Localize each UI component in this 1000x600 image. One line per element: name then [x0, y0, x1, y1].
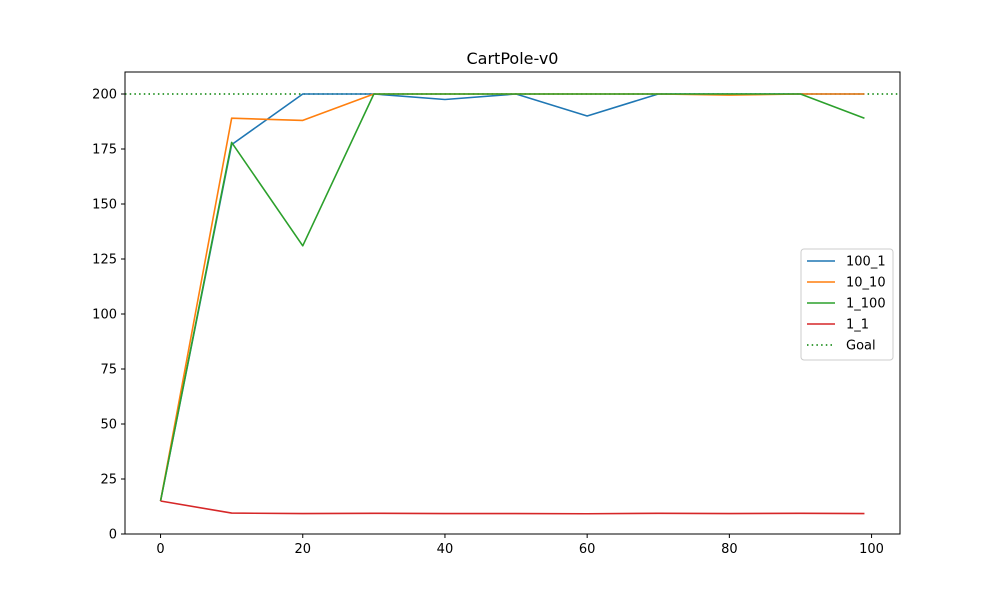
legend-label-1_100: 1_100	[846, 297, 886, 312]
y-tick-label: 75	[100, 363, 117, 378]
x-tick-label: 60	[579, 542, 596, 557]
legend-label-1_1: 1_1	[846, 318, 869, 333]
y-tick-label: 150	[92, 198, 117, 213]
y-tick-label: 25	[100, 473, 117, 488]
y-tick-label: 200	[92, 88, 117, 103]
series-line-1_100	[159, 93, 865, 502]
y-tick-label: 50	[100, 418, 117, 433]
series-line-1_1	[160, 500, 865, 515]
legend-box	[800, 248, 894, 361]
x-tick-label: 40	[437, 542, 454, 557]
series-line-10_10	[159, 93, 865, 502]
y-tick-label: 175	[92, 143, 117, 158]
x-tick-label: 20	[294, 542, 311, 557]
series-line-100_1	[159, 93, 865, 502]
x-tick-label: 100	[859, 542, 884, 557]
legend-label-Goal: Goal	[846, 339, 876, 354]
plot-area-frame	[124, 71, 901, 535]
legend-label-10_10: 10_10	[846, 276, 886, 291]
chart-title: CartPole-v0	[467, 49, 559, 68]
legend-label-100_1: 100_1	[846, 255, 886, 270]
x-tick-label: 0	[156, 542, 164, 557]
y-tick-label: 0	[109, 528, 117, 543]
y-tick-label: 100	[92, 308, 117, 323]
legend: 100_1 10_10 1_100 1_1 Goal	[800, 248, 894, 361]
x-tick-label: 80	[721, 542, 738, 557]
y-tick-label: 125	[92, 253, 117, 268]
